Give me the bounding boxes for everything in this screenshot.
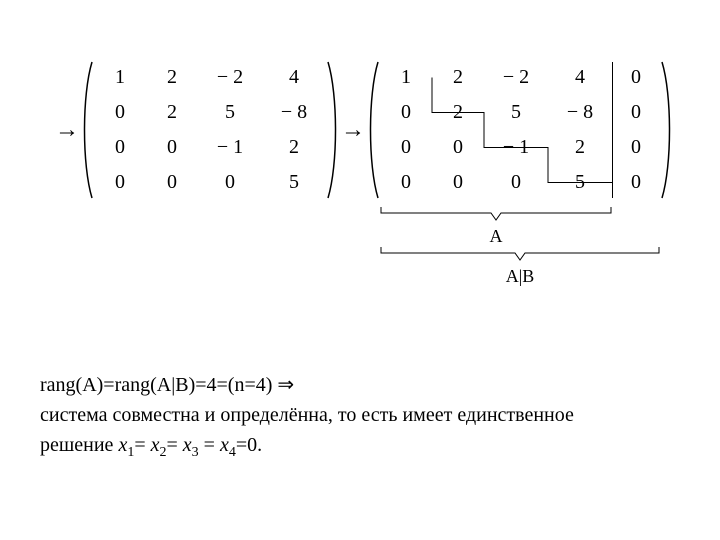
matrix-cell: 2 [548,130,612,165]
matrix-cell: 0 [146,130,198,165]
x2: x [151,434,160,456]
matrix-cell: 0 [94,165,146,200]
line2: система совместна и определённа, то есть… [40,404,574,426]
matrix-cell: 1 [380,60,432,95]
brace-ab: A|B [380,246,660,287]
matrix-cell: − 8 [262,95,326,130]
matrix-cell: 0 [432,130,484,165]
sub4: 4 [229,445,236,460]
equation-row: → 12− 24025− 800− 120005 → 12− 240025− 8… [40,60,660,200]
matrix-cell: − 2 [198,60,262,95]
matrix-2-body: 12− 240025− 8000− 12000050 [380,60,660,200]
line3-pre: решение [40,434,118,456]
augmented-divider [612,62,613,198]
implies-symbol: ⇒ [277,374,294,396]
eq3: = [199,434,215,456]
matrix-cell: 5 [262,165,326,200]
matrix-cell: 5 [198,95,262,130]
matrix-cell: − 8 [548,95,612,130]
matrix-cell: 2 [432,95,484,130]
eq1: = [134,434,150,456]
matrix-cell: 0 [146,165,198,200]
eq-end: =0. [236,434,262,456]
rang-eq: rang(A)=rang(A|B)=4=(n=4) [40,374,277,396]
paren-right-icon [326,60,340,200]
brace-a-label: A [380,226,612,247]
matrix-cell: 5 [548,165,612,200]
matrix-cell: − 2 [484,60,548,95]
matrix-cell: 2 [432,60,484,95]
x4: x [220,434,229,456]
brace-a: A [380,206,612,247]
sub3: 3 [192,445,199,460]
matrix-cell: 0 [612,130,660,165]
matrix-cell: 1 [94,60,146,95]
paren-left-icon [80,60,94,200]
matrix-cell: 0 [380,95,432,130]
matrix-cell: 2 [262,130,326,165]
x3: x [183,434,192,456]
matrix-cell: 0 [612,165,660,200]
matrix-a-reduced: 12− 24025− 800− 120005 [94,60,326,200]
matrix-cell: 0 [94,130,146,165]
matrix-cell: 4 [548,60,612,95]
matrix-cell: 0 [432,165,484,200]
matrix-1-body: 12− 24025− 800− 120005 [94,60,326,200]
sub2: 2 [160,445,167,460]
matrix-cell: 5 [484,95,548,130]
paren-left-icon [366,60,380,200]
eq2: = [167,434,183,456]
matrix-cell: − 1 [484,130,548,165]
matrix-cell: 0 [94,95,146,130]
matrix-augmented: 12− 240025− 8000− 12000050 [380,60,660,200]
matrix-cell: 0 [198,165,262,200]
matrix-cell: 0 [484,165,548,200]
matrix-cell: 0 [380,130,432,165]
matrix-cell: 0 [612,60,660,95]
matrix-cell: 0 [612,95,660,130]
matrix-cell: − 1 [198,130,262,165]
caption-text: rang(A)=rang(A|B)=4=(n=4) ⇒ система совм… [40,370,680,463]
matrix-cell: 2 [146,95,198,130]
matrix-cell: 2 [146,60,198,95]
brace-ab-label: A|B [380,266,660,287]
paren-right-icon [660,60,674,200]
x1: x [118,434,127,456]
matrix-cell: 4 [262,60,326,95]
matrix-cell: 0 [380,165,432,200]
